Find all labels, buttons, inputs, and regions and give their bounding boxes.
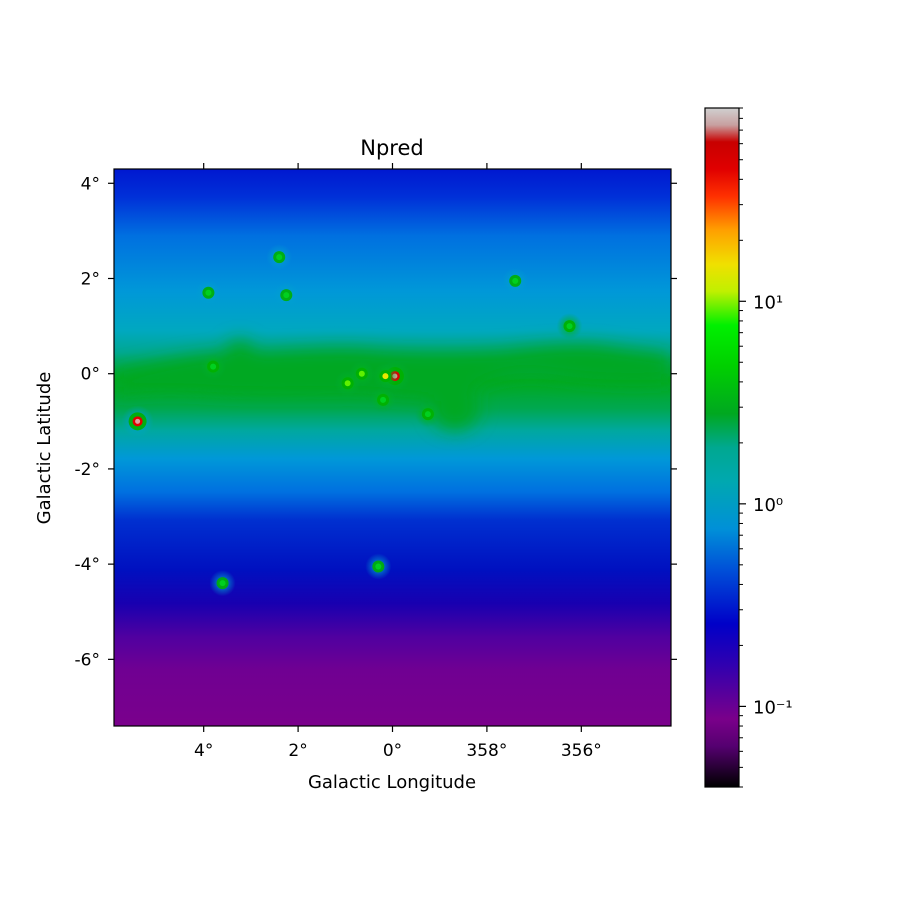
y-tick-label: -6° [75, 650, 100, 670]
colorbar-tick-label: 10⁰ [753, 495, 783, 516]
source-core [345, 380, 351, 386]
source-core [375, 564, 381, 570]
x-tick-label: 0° [383, 741, 402, 761]
y-tick-label: 2° [81, 269, 100, 289]
colorbar [705, 108, 739, 787]
y-tick-label: -2° [75, 460, 100, 480]
source-core [210, 364, 216, 370]
source-core [359, 371, 365, 377]
source-core [220, 580, 226, 586]
source-core [205, 290, 211, 296]
source-core [512, 278, 518, 284]
y-tick-label: 0° [81, 365, 100, 385]
x-tick-label: 358° [466, 741, 507, 761]
source-core [425, 411, 431, 417]
y-tick-label: -4° [75, 555, 100, 575]
source-peak [135, 419, 140, 424]
colorbar-tick-label: 10¹ [753, 292, 783, 313]
x-axis-label: Galactic Longitude [308, 772, 476, 793]
chart-title: Npred [360, 136, 423, 160]
x-tick-label: 356° [561, 741, 602, 761]
y-axis-label: Galactic Latitude [34, 372, 55, 525]
source-core [380, 397, 386, 403]
y-tick-label: 4° [81, 174, 100, 194]
x-tick-label: 4° [194, 741, 213, 761]
source-core [276, 254, 282, 260]
source-core [283, 292, 289, 298]
npred-map [114, 169, 671, 726]
source-core [382, 373, 388, 379]
colorbar-ticks: 10⁻¹ 10⁰ 10¹ [739, 108, 793, 787]
colorbar-tick-label: 10⁻¹ [753, 697, 793, 718]
diffuse-emission-background [114, 169, 671, 726]
x-tick-label: 2° [288, 741, 307, 761]
source-core [567, 323, 573, 329]
